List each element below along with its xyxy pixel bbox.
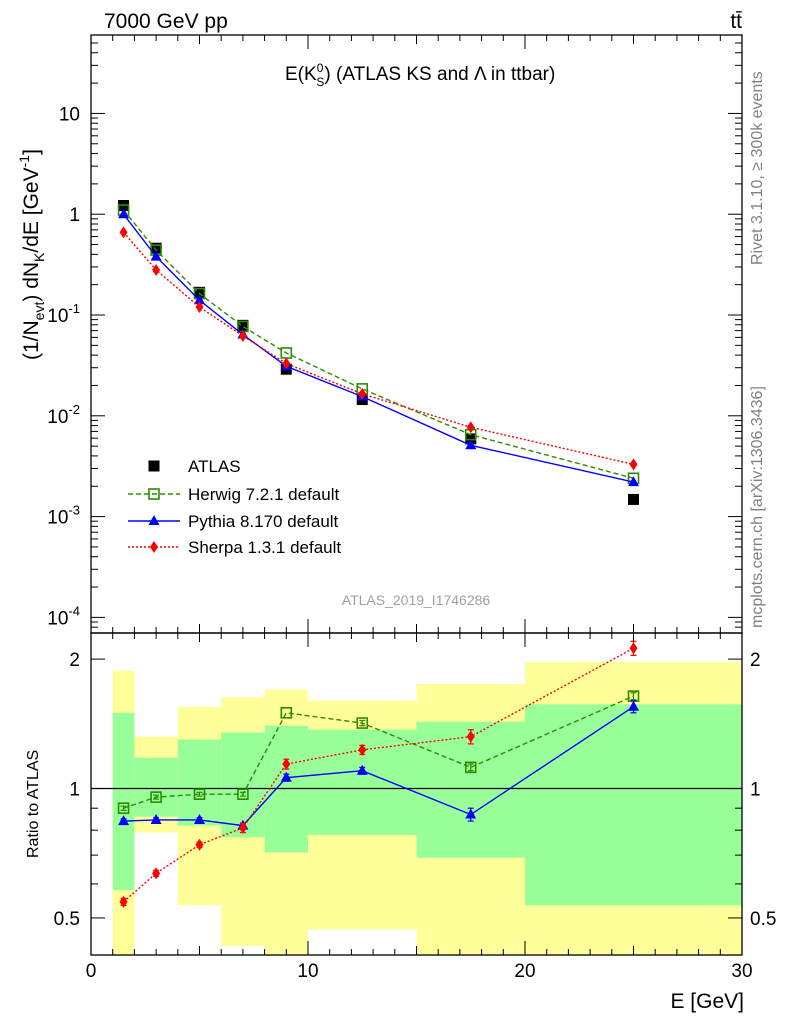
ratio-point	[280, 707, 293, 719]
ratio-point	[238, 821, 247, 834]
ratio-point	[628, 700, 639, 711]
data-point	[150, 250, 162, 261]
ratio-point	[194, 813, 205, 824]
ratio-point	[195, 838, 204, 851]
legend-marker	[150, 541, 158, 553]
series-pythia-8-170-default	[118, 208, 639, 487]
ratio-point	[193, 788, 206, 801]
ratio-y-axis-label: Ratio to ATLAS	[25, 750, 42, 858]
band-green	[177, 739, 222, 826]
ratio-point	[356, 764, 368, 775]
legend-label: Herwig 7.2.1 default	[188, 485, 339, 504]
data-point	[629, 458, 638, 471]
data-point	[194, 294, 205, 305]
ratio-frame	[90, 632, 743, 956]
band-green	[525, 704, 742, 906]
data-point	[152, 263, 161, 276]
ratio-point	[629, 642, 638, 655]
legend-marker	[148, 460, 160, 472]
series-line	[122, 213, 634, 483]
legend-entry-sherpa-1-3-1-default: Sherpa 1.3.1 default	[128, 538, 341, 557]
x-tick-label: 0	[86, 961, 97, 982]
ratio-point	[237, 788, 249, 801]
ratio-point	[152, 867, 161, 880]
ratio-point	[117, 802, 130, 814]
x-tick-label: 30	[731, 961, 752, 982]
header-right: tt̄	[730, 10, 742, 33]
ratio-y-tick-label-right: 2	[750, 650, 761, 671]
ratio-y-tick-label-left: 1	[69, 780, 80, 801]
ratio-point	[150, 791, 162, 803]
data-point	[150, 242, 162, 254]
header-left: 7000 GeV pp	[104, 10, 228, 33]
legend: ATLAS Herwig 7.2.1 default Pythia 8.170 de…	[128, 457, 341, 557]
x-tick-label: 10	[297, 961, 318, 982]
legend-entry-atlas: ATLAS	[148, 457, 241, 476]
y-tick-label: 10-1	[47, 301, 80, 327]
uncertainty-bands	[112, 661, 742, 955]
data-point	[194, 286, 205, 298]
ratio-line	[123, 706, 634, 827]
y-tick-label: 1	[69, 205, 80, 226]
y-tick-label: 10	[59, 104, 80, 125]
ratio-y-tick-label-left: 2	[69, 650, 80, 671]
ratio-y-tick-label-right: 1	[750, 780, 761, 801]
data-point	[119, 226, 128, 239]
ratio-line	[123, 695, 634, 809]
band-green	[112, 712, 135, 891]
ratio-point	[356, 717, 369, 729]
ratio-point	[282, 758, 291, 771]
data-point	[466, 421, 475, 434]
y-tick-label: 10-2	[47, 402, 80, 428]
series-line	[123, 209, 634, 479]
data-point	[237, 319, 249, 331]
legend-marker	[148, 515, 160, 525]
ratio-point	[358, 743, 367, 756]
ratio-point	[150, 813, 162, 824]
ratio-point	[465, 808, 477, 819]
data-point	[465, 439, 477, 450]
data-point	[358, 387, 367, 400]
ratio-point	[118, 815, 130, 826]
ratio-y-tick-label-right: 0.5	[750, 909, 776, 930]
ratio-line	[123, 647, 634, 903]
ratio-y-tick-label-left: 0.5	[54, 909, 80, 930]
side-text-lower: mcplots.cern.ch [arXiv:1306.3436]	[749, 386, 766, 628]
data-point	[628, 493, 639, 505]
series-herwig-7-2-1-default	[117, 204, 640, 485]
data-point	[195, 301, 204, 314]
data-point	[628, 476, 639, 487]
watermark-label: ATLAS_2019_I1746286	[342, 592, 491, 608]
ratio-point	[466, 730, 475, 743]
side-text-upper: Rivet 3.1.10, ≥ 300k events	[749, 71, 766, 265]
legend-label: Pythia 8.170 default	[188, 512, 339, 531]
legend-marker	[148, 488, 160, 500]
legend-entry-pythia-8-170-default: Pythia 8.170 default	[128, 512, 339, 531]
ratio-point	[119, 895, 128, 908]
legend-entry-herwig-7-2-1-default: Herwig 7.2.1 default	[128, 485, 339, 504]
main-chart-title: E(K0 S) (ATLAS KS and Λ in ttbar)	[285, 61, 555, 89]
data-point	[118, 208, 130, 219]
band-green	[134, 757, 178, 817]
x-tick-label: 20	[514, 961, 535, 982]
legend-label: ATLAS	[188, 457, 241, 476]
main-y-axis-label: (1/Nevt) dNK/dE [GeV-1]	[16, 149, 47, 360]
main-panel: 10-4 10-3 10-2 10-1 1 10 (1/Nevt) dNK/dE [GeV-…	[16, 34, 743, 634]
series-sherpa-1-3-1-default	[119, 226, 638, 471]
series-line	[123, 231, 634, 466]
ratio-series-pythia-8-170-default	[118, 700, 639, 830]
x-axis-label: E [GeV]	[670, 990, 744, 1013]
data-point	[238, 329, 247, 342]
y-tick-label: 10-4	[47, 603, 80, 629]
ratio-point	[280, 771, 292, 782]
ratio-point	[464, 761, 477, 774]
legend-label: Sherpa 1.3.1 default	[188, 538, 341, 557]
ratio-series-herwig-7-2-1-default	[117, 690, 640, 814]
ratio-series-sherpa-1-3-1-default	[119, 640, 638, 908]
data-point	[282, 357, 291, 370]
y-tick-label: 10-3	[47, 503, 80, 529]
